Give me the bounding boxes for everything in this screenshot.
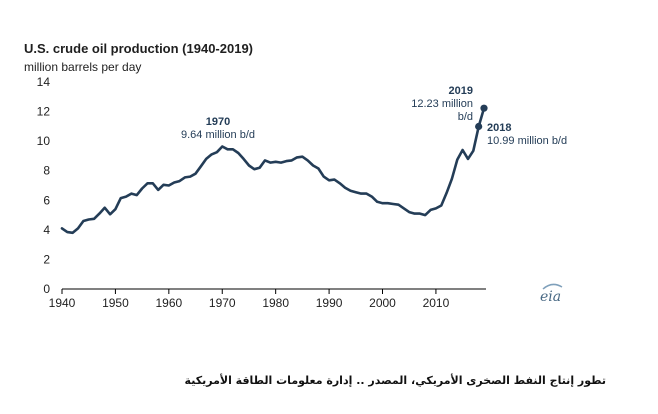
annotation-2018-value: 10.99 million b/d	[487, 135, 567, 147]
chart-title: U.S. crude oil production (1940-2019)	[24, 41, 253, 56]
eia-logo-arc	[542, 283, 563, 290]
x-tick-label: 1940	[49, 296, 76, 310]
x-tick-label: 1990	[316, 296, 343, 310]
y-tick-label: 6	[43, 193, 50, 207]
y-tick-label: 2	[43, 252, 50, 266]
chart-subtitle: million barrels per day	[24, 60, 141, 74]
y-axis-ticks: 0 2 4 6 8 10 12 14	[37, 75, 51, 296]
x-tick-label: 1970	[209, 296, 236, 310]
x-tick-label: 1960	[155, 296, 182, 310]
x-tick-label: 1980	[262, 296, 289, 310]
highlight-point-2018	[475, 122, 483, 131]
y-tick-label: 14	[37, 75, 51, 89]
x-tick-label: 2000	[369, 296, 396, 310]
y-tick-label: 0	[43, 282, 50, 296]
series-line-production	[60, 106, 486, 235]
x-tick-label: 1950	[102, 296, 129, 310]
caption: تطور إنتاج النفط الصخرى الأمريكي، المصدر…	[184, 374, 606, 387]
eia-logo: eia	[540, 283, 563, 305]
x-axis-ticks: 1940 1950 1960 1970 1980 1990 2000 2010	[49, 289, 450, 310]
annotation-1970-value: 9.64 million b/d	[181, 129, 255, 141]
annotation-2019-value-line1: 12.23 million	[411, 98, 473, 110]
annotation-2019-value-line2: b/d	[458, 111, 473, 123]
highlight-point-2019	[480, 104, 488, 112]
annotation-1970-year: 1970	[206, 116, 230, 128]
y-tick-label: 8	[43, 164, 50, 178]
annotation-2018-year: 2018	[487, 122, 511, 134]
annotation-2019-year: 2019	[449, 85, 473, 97]
x-tick-label: 2010	[423, 296, 450, 310]
y-tick-label: 10	[37, 134, 51, 148]
eia-logo-text: eia	[540, 289, 561, 305]
y-tick-label: 12	[37, 105, 51, 119]
y-tick-label: 4	[43, 223, 50, 237]
highlight-points	[475, 104, 488, 131]
